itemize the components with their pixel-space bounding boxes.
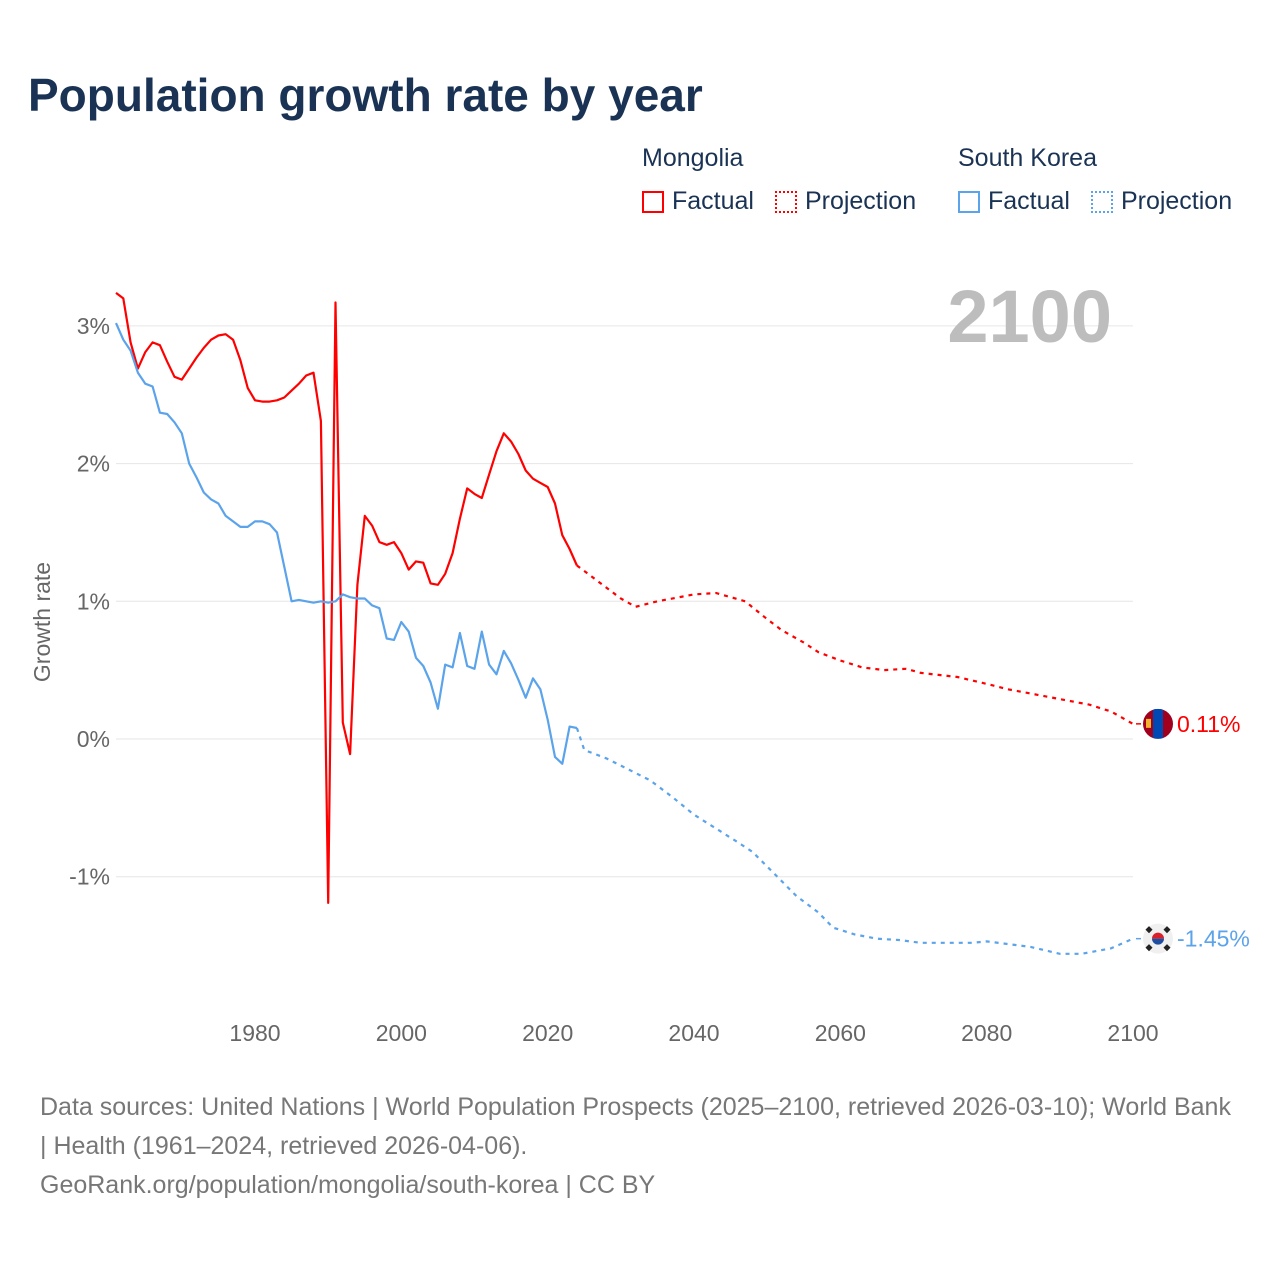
y-tick-label: 1% [77, 588, 110, 614]
legend-label: Factual [988, 187, 1070, 215]
dotted-swatch-icon [774, 190, 797, 213]
legend-south-korea: South Korea Factual Projection [958, 144, 1232, 220]
x-tick-label: 2060 [815, 1020, 866, 1046]
legend-mongolia-factual[interactable]: Factual [642, 187, 754, 216]
x-tick-label: 2000 [376, 1020, 427, 1046]
legend-label: Projection [804, 187, 917, 215]
data-sources: Data sources: United Nations | World Pop… [40, 1093, 1231, 1160]
mongolia-flag-icon [1143, 708, 1173, 739]
source-link[interactable]: GeoRank.org/population/mongolia/south-ko… [40, 1171, 656, 1199]
legend-group-name: Mongolia [642, 144, 744, 172]
chart-title: Population growth rate by year [28, 69, 703, 121]
flag-taegeuk-red [1152, 932, 1164, 939]
legend-mongolia-projection[interactable]: Projection [774, 187, 917, 216]
x-tick-label: 2080 [961, 1020, 1012, 1046]
x-tick-label: 1980 [229, 1020, 280, 1046]
x-tick-label: 2040 [668, 1020, 719, 1046]
y-tick-label: 0% [77, 726, 110, 752]
south-korea-projection-line [575, 727, 1134, 955]
dotted-swatch-icon [1090, 190, 1113, 213]
legend-mongolia: Mongolia Factual Projection [642, 144, 930, 220]
x-tick-label: 2020 [522, 1020, 573, 1046]
mongolia-projection-line [576, 564, 1134, 725]
legend-south-korea-projection[interactable]: Projection [1090, 187, 1233, 216]
y-tick-label: 2% [77, 451, 110, 477]
line-chart: -1%0%1%2%3%1980 2000 2020 2040 2060 2080 2100 … [29, 275, 1250, 1046]
solid-swatch-icon [642, 190, 664, 213]
mongolia-end-label: 0.11% [1177, 711, 1241, 737]
legend-label: Factual [672, 187, 754, 215]
footer: Data sources: United Nations | World Pop… [40, 1088, 1240, 1205]
y-axis-label: Growth rate [29, 562, 55, 682]
flag-taegeuk-blue [1152, 938, 1164, 945]
y-tick-label: 3% [77, 313, 110, 339]
mongolia-factual-line [115, 292, 578, 905]
legend-group-name: South Korea [958, 144, 1097, 172]
x-tick-label: 2100 [1107, 1020, 1158, 1046]
y-tick-label: -1% [69, 864, 110, 890]
solid-swatch-icon [958, 190, 980, 213]
year-display: 2100 [947, 275, 1112, 358]
south-korea-flag-icon [1143, 923, 1173, 954]
legend-label: Projection [1120, 187, 1233, 215]
flag-blue [1153, 708, 1163, 739]
flag-soyombo [1146, 718, 1151, 728]
legend-south-korea-factual[interactable]: Factual [958, 187, 1070, 216]
south-korea-end-label: -1.45% [1177, 926, 1250, 952]
south-korea-factual-line [114, 322, 578, 765]
